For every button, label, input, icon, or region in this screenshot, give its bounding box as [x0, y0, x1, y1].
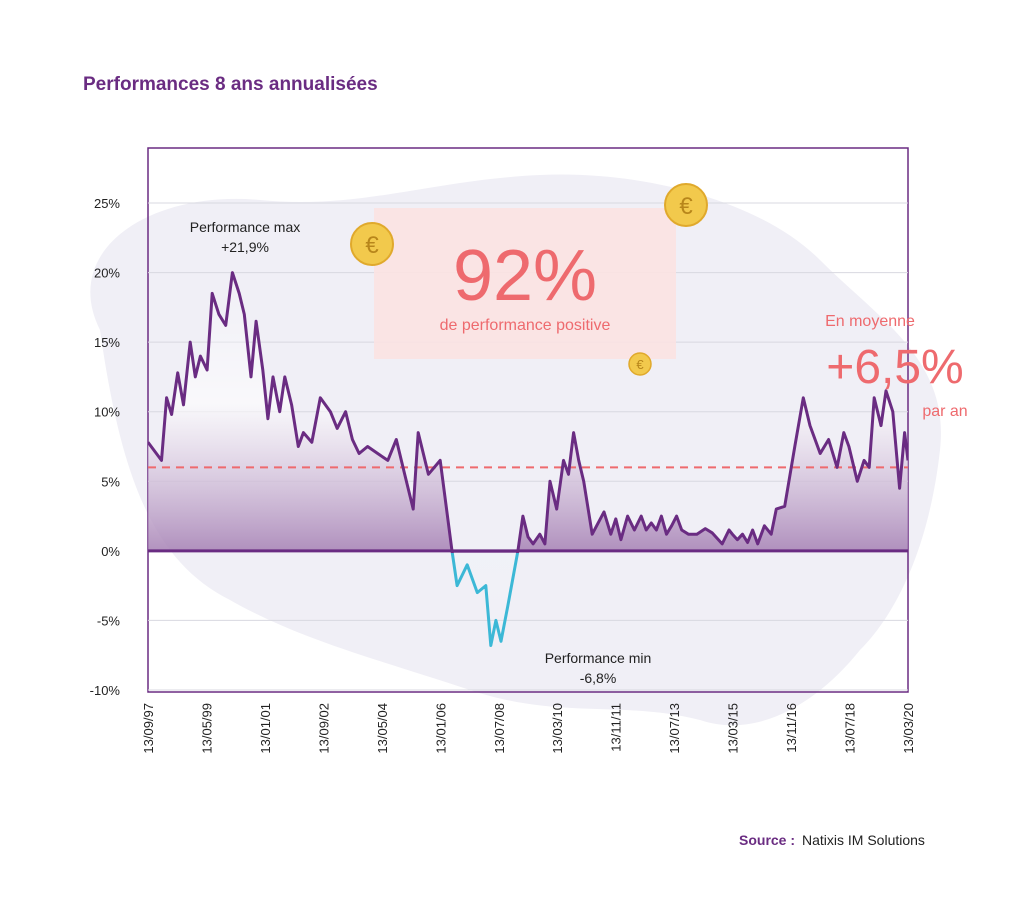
- negative-area: [452, 553, 518, 646]
- min-value: -6,8%: [580, 670, 617, 686]
- y-tick-label: -5%: [97, 613, 121, 628]
- source-text: Natixis IM Solutions: [802, 832, 925, 848]
- avg-prefix: En moyenne: [825, 313, 915, 330]
- svg-text:€: €: [636, 357, 644, 372]
- max-value: +21,9%: [221, 239, 269, 255]
- x-tick-label: 13/07/08: [492, 703, 507, 754]
- y-tick-label: 25%: [94, 196, 120, 211]
- positive-text: de performance positive: [440, 317, 611, 334]
- y-tick-label: 20%: [94, 266, 120, 281]
- x-tick-label: 13/05/04: [375, 703, 390, 754]
- x-tick-label: 13/07/13: [667, 703, 682, 754]
- euro-coin-icon: €: [664, 183, 708, 227]
- x-axis-ticks: 13/09/97 13/05/99 13/01/01 13/09/02 13/05/04…: [141, 703, 916, 754]
- positive-pct: 92%: [453, 236, 597, 316]
- y-tick-label: 5%: [101, 474, 120, 489]
- x-tick-label: 13/05/99: [199, 703, 214, 754]
- y-tick-label: 15%: [94, 335, 120, 350]
- x-tick-label: 13/01/01: [258, 703, 273, 754]
- x-tick-label: 13/11/16: [784, 703, 799, 753]
- positive-area: [148, 272, 908, 553]
- x-tick-label: 13/11/11: [609, 703, 624, 752]
- positive-box: [374, 208, 676, 359]
- background-blob: [90, 174, 941, 726]
- x-tick-label: 13/09/02: [316, 703, 331, 754]
- svg-text:€: €: [365, 232, 379, 259]
- avg-suffix: par an: [922, 403, 967, 420]
- x-tick-label: 13/03/10: [550, 703, 565, 754]
- series-line-positive: [148, 271, 908, 553]
- chart-title: Performances 8 ans annualisées: [83, 74, 378, 95]
- y-tick-label: -10%: [90, 683, 121, 698]
- svg-text:€: €: [679, 193, 693, 220]
- source-label: Source :: [739, 832, 795, 848]
- min-label: Performance min: [545, 650, 652, 666]
- y-axis-ticks: 25% 20% 15% 10% 5% 0% -5% -10%: [90, 196, 121, 698]
- x-tick-label: 13/01/06: [433, 703, 448, 754]
- euro-coin-icon: €: [628, 352, 652, 376]
- x-tick-label: 13/03/20: [901, 703, 916, 754]
- x-tick-label: 13/07/18: [843, 703, 858, 754]
- y-tick-label: 0%: [101, 544, 120, 559]
- x-tick-label: 13/03/15: [726, 703, 741, 754]
- max-label: Performance max: [190, 219, 300, 235]
- euro-coin-icon: €: [350, 222, 394, 266]
- avg-value: +6,5%: [826, 341, 963, 394]
- y-tick-label: 10%: [94, 405, 120, 420]
- x-tick-label: 13/09/97: [141, 703, 156, 754]
- plot-frame: [147, 147, 909, 693]
